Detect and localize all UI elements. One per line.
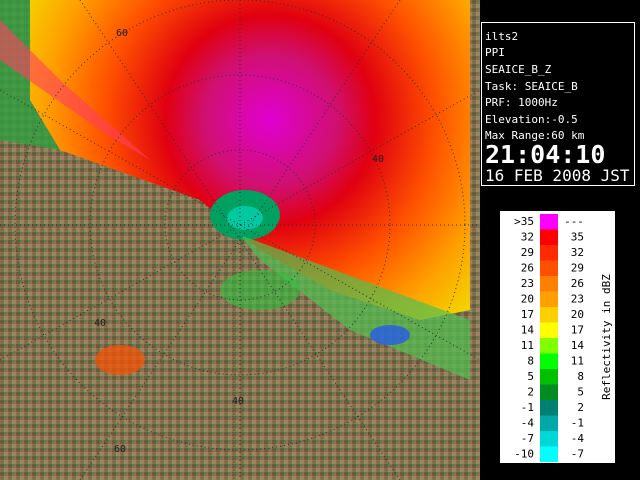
legend: >35 --- 32 35 29 32 26 29 23 26 20 23 17 20 14 17 11 14 8 1…: [514, 214, 584, 462]
legend-low: -10: [514, 448, 534, 461]
legend-low: 23: [521, 277, 534, 290]
legend-swatch: [540, 214, 558, 230]
ring-label: 40: [94, 318, 106, 329]
legend-swatch: [540, 400, 558, 416]
legend-high: 14: [571, 339, 585, 352]
legend-low: 32: [521, 231, 534, 244]
info-line: Max Range:60 km: [485, 129, 585, 142]
legend-low: -7: [521, 432, 534, 445]
legend-low: 17: [521, 308, 534, 321]
ring-label: 40: [372, 154, 384, 165]
info-line: PPI: [485, 46, 505, 59]
legend-low: 11: [521, 339, 534, 352]
legend-swatch: [540, 369, 558, 385]
legend-swatch: [540, 307, 558, 323]
info-line: ilts2: [485, 30, 518, 43]
ring-label: 60: [114, 444, 126, 455]
legend-low: 20: [521, 293, 534, 306]
legend-high: 11: [571, 355, 584, 368]
legend-high: ---: [564, 215, 584, 228]
legend-high: -7: [571, 448, 584, 461]
legend-swatch: [540, 322, 558, 338]
legend-low: 14: [521, 324, 535, 337]
time: 21:04:10: [485, 140, 605, 169]
legend-low: 29: [521, 246, 534, 259]
ring-label: 40: [232, 396, 244, 407]
legend-swatch: [540, 245, 558, 261]
legend-swatch: [540, 291, 558, 307]
legend-high: 8: [577, 370, 584, 383]
legend-swatch: [540, 276, 558, 292]
legend-high: 2: [577, 401, 584, 414]
legend-swatch: [540, 338, 558, 354]
legend-swatch: [540, 431, 558, 447]
info-line: SEAICE_B_Z: [485, 63, 552, 76]
info-line: Elevation:-0.5: [485, 113, 578, 126]
legend-swatch: [540, 446, 558, 462]
legend-low: >35: [514, 215, 534, 228]
legend-swatch: [540, 415, 558, 431]
legend-low: 2: [527, 386, 534, 399]
legend-low: 5: [527, 370, 534, 383]
legend-title: Reflectivity in dBZ: [600, 274, 613, 400]
info-line: PRF: 1000Hz: [485, 96, 558, 109]
date: 16 FEB 2008 JST: [485, 166, 630, 185]
legend-swatch: [540, 384, 558, 400]
legend-low: -4: [521, 417, 535, 430]
legend-high: 17: [571, 324, 584, 337]
legend-low: 26: [521, 262, 534, 275]
legend-swatch: [540, 229, 558, 245]
info-box: [481, 22, 635, 186]
legend-high: 32: [571, 246, 584, 259]
radar-image: 60 40 40 40 60: [0, 0, 480, 480]
legend-high: 20: [571, 308, 584, 321]
info-line: Task: SEAICE_B: [485, 80, 578, 93]
legend-high: 26: [571, 277, 584, 290]
legend-high: 23: [571, 293, 584, 306]
legend-high: -1: [571, 417, 584, 430]
legend-low: -1: [521, 401, 534, 414]
legend-swatch: [540, 353, 558, 369]
legend-low: 8: [527, 355, 534, 368]
legend-swatch: [540, 260, 558, 276]
ring-label: 60: [116, 28, 128, 39]
legend-high: 29: [571, 262, 584, 275]
legend-high: -4: [571, 432, 585, 445]
legend-high: 35: [571, 231, 584, 244]
legend-high: 5: [577, 386, 584, 399]
